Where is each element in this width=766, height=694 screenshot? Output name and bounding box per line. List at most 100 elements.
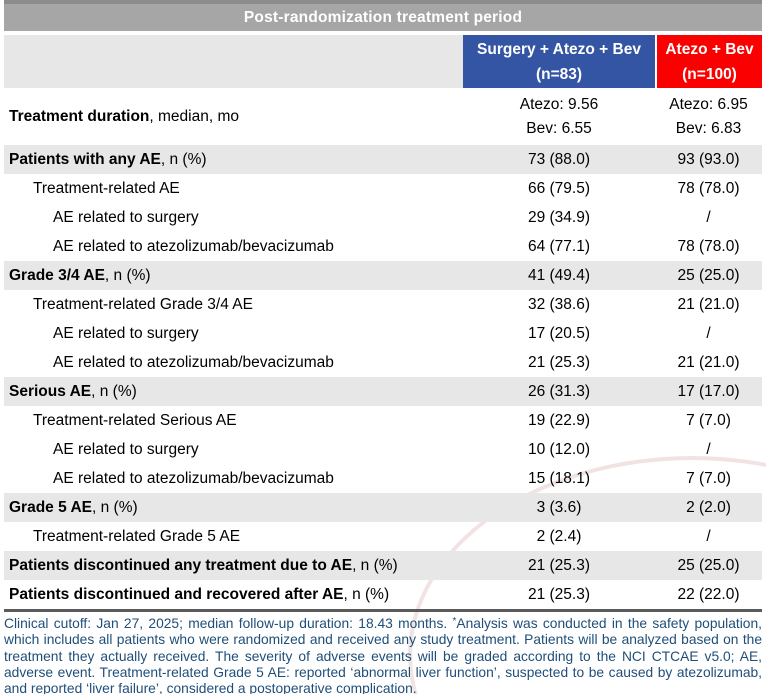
table-header-row: Surgery + Atezo + Bev (n=83) Atezo + Bev… bbox=[4, 35, 762, 88]
table-row: Grade 3/4 AE, n (%) 41 (49.4) 25 (25.0) bbox=[4, 261, 762, 290]
row-label: Patients with any AE, n (%) bbox=[4, 151, 463, 169]
row-label: AE related to atezolizumab/bevacizumab bbox=[4, 238, 463, 256]
column-header-name: Surgery + Atezo + Bev bbox=[477, 40, 641, 58]
column-header-atezo-bev: Atezo + Bev (n=100) bbox=[655, 35, 762, 88]
row-label: AE related to atezolizumab/bevacizumab bbox=[4, 470, 463, 488]
row-value-col2: / bbox=[706, 527, 711, 545]
adverse-events-table: Post-randomization treatment period Surg… bbox=[4, 0, 762, 612]
column-header-surgery-atezo-bev: Surgery + Atezo + Bev (n=83) bbox=[463, 35, 655, 88]
row-label: Treatment-related Serious AE bbox=[4, 412, 463, 430]
row-label-rest: , n (%) bbox=[91, 382, 137, 400]
row-value-col2: / bbox=[706, 208, 711, 226]
row-label-bold: Patients discontinued and recovered afte… bbox=[9, 585, 344, 603]
row-value-col2: 7 (7.0) bbox=[686, 469, 731, 487]
row-value-col2: 78 (78.0) bbox=[677, 237, 740, 255]
row-value-col1: 3 (3.6) bbox=[536, 498, 582, 516]
table-row: AE related to atezolizumab/bevacizumab 2… bbox=[4, 348, 762, 377]
row-label-rest: AE related to surgery bbox=[53, 440, 199, 458]
row-value-col1: 21 (25.3) bbox=[527, 556, 591, 574]
row-value-col2: 21 (21.0) bbox=[677, 295, 740, 313]
row-label: AE related to surgery bbox=[4, 441, 463, 459]
row-label-rest: AE related to surgery bbox=[53, 208, 199, 226]
row-value-col2: 17 (17.0) bbox=[677, 382, 740, 400]
table-row: Treatment-related AE 66 (79.5) 78 (78.0) bbox=[4, 174, 762, 203]
footnote: Clinical cutoff: Jan 27, 2025; median fo… bbox=[4, 616, 762, 694]
row-label: Treatment-related Grade 5 AE bbox=[4, 528, 463, 546]
row-label-rest: , n (%) bbox=[160, 150, 207, 168]
row-label-rest: AE related to surgery bbox=[53, 324, 199, 342]
row-label-rest: , n (%) bbox=[92, 498, 138, 516]
row-label-rest: Treatment-related AE bbox=[33, 179, 180, 197]
row-value-col1: 66 (79.5) bbox=[527, 179, 591, 197]
row-value-col2: Atezo: 6.95 Bev: 6.83 bbox=[669, 95, 748, 137]
row-label-rest: Treatment-related Grade 5 AE bbox=[33, 527, 241, 545]
table-title: Post-randomization treatment period bbox=[4, 0, 762, 31]
row-value-col1: 21 (25.3) bbox=[527, 585, 591, 603]
row-label-bold: Grade 3/4 AE bbox=[9, 266, 105, 284]
row-label-rest: , n (%) bbox=[352, 556, 398, 574]
table-row: Patients discontinued any treatment due … bbox=[4, 551, 762, 580]
table-row: Patients discontinued and recovered afte… bbox=[4, 580, 762, 609]
row-value-col1: 17 (20.5) bbox=[527, 324, 591, 342]
row-label: Patients discontinued and recovered afte… bbox=[4, 586, 463, 604]
row-label: Treatment duration, median, mo bbox=[4, 108, 463, 126]
row-value-col1: 41 (49.4) bbox=[527, 266, 591, 284]
header-spacer bbox=[4, 35, 463, 88]
row-label: AE related to atezolizumab/bevacizumab bbox=[4, 354, 463, 372]
row-label-bold: Serious AE bbox=[9, 382, 92, 400]
row-label-bold: Grade 5 AE bbox=[9, 498, 92, 516]
row-label: Treatment-related Grade 3/4 AE bbox=[4, 296, 463, 314]
row-label-rest: , n (%) bbox=[104, 266, 151, 284]
footnote-text-1: Clinical cutoff: Jan 27, 2025; median fo… bbox=[4, 616, 453, 631]
table-body: Treatment duration, median, mo Atezo: 9.… bbox=[4, 88, 762, 609]
table-row: AE related to atezolizumab/bevacizumab 1… bbox=[4, 464, 762, 493]
footnote-text-2: Analysis was conducted in the safety pop… bbox=[4, 616, 762, 694]
row-value-col1: 19 (22.9) bbox=[527, 411, 591, 429]
row-label: Treatment-related AE bbox=[4, 180, 463, 198]
row-label: Grade 3/4 AE, n (%) bbox=[4, 267, 463, 285]
row-value-col2: 21 (21.0) bbox=[677, 353, 740, 371]
row-value-col2: 93 (93.0) bbox=[677, 150, 740, 168]
row-value-col1: Atezo: 9.56 Bev: 6.55 bbox=[519, 95, 599, 137]
table-row: AE related to surgery 29 (34.9) / bbox=[4, 203, 762, 232]
row-label-rest: AE related to atezolizumab/bevacizumab bbox=[53, 469, 334, 487]
row-label-bold: Patients discontinued any treatment due … bbox=[9, 556, 353, 574]
table-row: Treatment duration, median, mo Atezo: 9.… bbox=[4, 88, 762, 145]
row-value-col1: 2 (2.4) bbox=[536, 527, 582, 545]
row-value-col2: 2 (2.0) bbox=[686, 498, 731, 516]
row-value-col1: 64 (77.1) bbox=[527, 237, 591, 255]
column-header-name: Atezo + Bev bbox=[665, 40, 754, 58]
row-value-col2: 78 (78.0) bbox=[677, 179, 740, 197]
row-value-col1: 15 (18.1) bbox=[527, 469, 591, 487]
footnote-asterisk: * bbox=[452, 616, 457, 627]
table-row: Serious AE, n (%) 26 (31.3) 17 (17.0) bbox=[4, 377, 762, 406]
row-value-col1: 73 (88.0) bbox=[527, 150, 591, 168]
row-label-rest: AE related to atezolizumab/bevacizumab bbox=[53, 237, 334, 255]
row-value-col1: 21 (25.3) bbox=[527, 353, 591, 371]
row-value-col2: / bbox=[706, 440, 711, 458]
table-row: AE related to surgery 10 (12.0) / bbox=[4, 435, 762, 464]
row-value-col1: 26 (31.3) bbox=[527, 382, 591, 400]
table-row: Grade 5 AE, n (%) 3 (3.6) 2 (2.0) bbox=[4, 493, 762, 522]
row-label: AE related to surgery bbox=[4, 209, 463, 227]
row-label: Patients discontinued any treatment due … bbox=[4, 557, 463, 575]
row-value-col1: 10 (12.0) bbox=[527, 440, 591, 458]
table-row: Treatment-related Grade 3/4 AE 32 (38.6)… bbox=[4, 290, 762, 319]
row-label-bold: Patients with any AE bbox=[9, 150, 161, 168]
row-value-col1: 29 (34.9) bbox=[527, 208, 591, 226]
table-row: Patients with any AE, n (%) 73 (88.0) 93… bbox=[4, 145, 762, 174]
row-label: Grade 5 AE, n (%) bbox=[4, 499, 463, 517]
row-label-rest: , n (%) bbox=[343, 585, 390, 603]
row-value-col2: / bbox=[706, 324, 711, 342]
row-label-rest: AE related to atezolizumab/bevacizumab bbox=[53, 353, 334, 371]
row-value-col2: 7 (7.0) bbox=[686, 411, 731, 429]
row-value-col2: 25 (25.0) bbox=[677, 266, 740, 284]
row-label-rest: , median, mo bbox=[149, 107, 239, 125]
row-value-col2: 22 (22.0) bbox=[677, 585, 740, 603]
table-row: AE related to atezolizumab/bevacizumab 6… bbox=[4, 232, 762, 261]
column-header-n: (n=100) bbox=[682, 65, 737, 83]
table-row: Treatment-related Serious AE 19 (22.9) 7… bbox=[4, 406, 762, 435]
row-value-col2: 25 (25.0) bbox=[677, 556, 740, 574]
table-row: Treatment-related Grade 5 AE 2 (2.4) / bbox=[4, 522, 762, 551]
